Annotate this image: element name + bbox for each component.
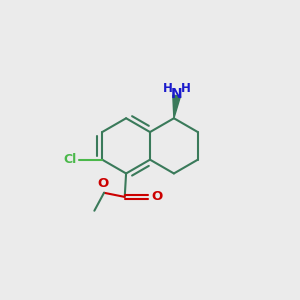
Text: H: H bbox=[181, 82, 190, 95]
Text: O: O bbox=[152, 190, 163, 203]
Text: O: O bbox=[98, 177, 109, 190]
Polygon shape bbox=[173, 95, 181, 118]
Text: N: N bbox=[171, 87, 182, 101]
Text: Cl: Cl bbox=[63, 153, 76, 166]
Text: H: H bbox=[163, 82, 172, 95]
